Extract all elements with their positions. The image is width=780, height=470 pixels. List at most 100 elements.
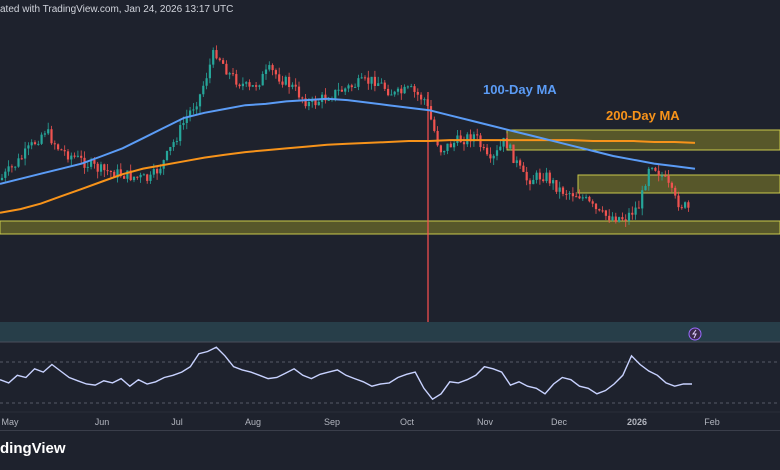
chart-header-published: ated with TradingView.com, Jan 24, 2026 … — [0, 4, 234, 15]
ma200-label: 200-Day MA — [606, 108, 680, 123]
candle-body — [235, 74, 238, 85]
candle-body — [403, 86, 406, 94]
candle-body — [660, 175, 664, 177]
candle-body — [667, 175, 670, 183]
candle-body — [268, 65, 271, 70]
candle-body — [581, 197, 584, 199]
x-tick-label: May — [1, 417, 19, 427]
candle-body — [109, 170, 112, 172]
candle-body — [624, 219, 627, 221]
candle-body — [423, 99, 426, 101]
candle-body — [406, 86, 409, 88]
rsi-line — [0, 346, 692, 401]
candle-body — [149, 174, 152, 181]
candle-body — [198, 94, 202, 107]
candle-body — [228, 73, 231, 75]
candle-body — [261, 73, 264, 86]
x-tick-label: Feb — [704, 417, 720, 427]
candle-body — [14, 166, 17, 168]
candle-body — [317, 101, 320, 106]
candle-body — [357, 78, 360, 87]
candle-body — [165, 150, 169, 161]
candle-body — [66, 151, 70, 160]
candle-body — [264, 69, 268, 74]
candle-body — [245, 82, 248, 84]
candle-body — [519, 160, 522, 166]
candle-body — [314, 99, 317, 106]
candle-body — [238, 84, 241, 87]
candle-body — [116, 169, 119, 178]
candle-body — [674, 187, 677, 196]
candle-body — [63, 150, 66, 152]
candle-body — [334, 89, 337, 99]
candle-body — [677, 195, 680, 208]
candle-body — [670, 182, 673, 188]
candle-body — [119, 169, 122, 177]
candle-body — [449, 143, 452, 148]
pane-separator — [0, 322, 780, 342]
candle-body — [24, 148, 27, 159]
candle-body — [43, 133, 46, 135]
candle-body — [476, 134, 479, 136]
candle-body — [495, 150, 499, 156]
candle-body — [558, 187, 561, 192]
candle-body — [489, 154, 492, 159]
candle-body — [139, 174, 142, 178]
candle-body — [0, 177, 4, 180]
candle-body — [146, 174, 149, 181]
candle-body — [538, 172, 541, 180]
candle-body — [591, 201, 594, 204]
candle-body — [60, 149, 63, 151]
candle-body — [189, 110, 192, 117]
candle-body — [509, 144, 512, 149]
candle-body — [354, 86, 357, 88]
candle-body — [192, 109, 195, 111]
candle-body — [27, 145, 30, 149]
candle-body — [634, 207, 637, 215]
candle-body — [436, 130, 439, 146]
candle-body — [387, 88, 390, 96]
candle-body — [446, 143, 449, 151]
candle-body — [492, 155, 495, 159]
candle-body — [301, 97, 304, 99]
candle-body — [499, 146, 502, 151]
candle-body — [631, 212, 634, 215]
zone-support — [0, 220, 780, 235]
candle-body — [179, 125, 182, 142]
candle-body — [106, 170, 109, 172]
candle-body — [472, 134, 475, 142]
candle-body — [568, 193, 571, 195]
candle-body — [20, 158, 23, 160]
candle-body — [420, 94, 423, 100]
candle-body — [578, 196, 581, 199]
candle-body — [548, 172, 551, 184]
candle-body — [284, 76, 287, 85]
candle-body — [129, 170, 132, 181]
candle-body — [17, 158, 20, 167]
candle-body — [363, 77, 367, 79]
lightning-icon — [692, 329, 697, 339]
candle-body — [53, 143, 56, 145]
candle-body — [413, 86, 416, 92]
candle-body — [390, 94, 393, 96]
candle-body — [647, 168, 650, 187]
candle-body — [522, 165, 525, 172]
candle-body — [400, 88, 403, 94]
candle-body — [627, 212, 631, 221]
candle-body — [80, 155, 83, 158]
candle-body — [278, 74, 281, 82]
candle-body — [651, 167, 654, 169]
candle-body — [159, 168, 162, 174]
ma100-line — [0, 97, 696, 185]
candle-body — [304, 98, 307, 107]
candle-body — [462, 142, 466, 145]
candle-body — [33, 142, 37, 145]
candle-body — [202, 85, 205, 95]
candle-body — [680, 207, 683, 209]
candle-body — [175, 141, 178, 143]
candle-body — [611, 216, 614, 221]
candle-body — [614, 216, 617, 222]
candle-body — [601, 210, 604, 212]
candle-body — [152, 169, 155, 175]
